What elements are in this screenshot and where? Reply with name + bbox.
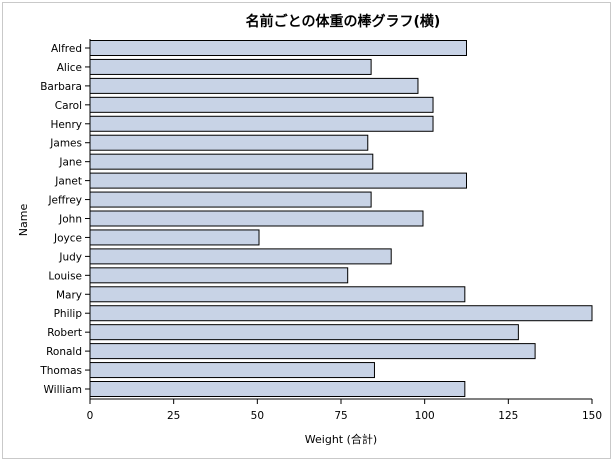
y-tick-label-mary: Mary [56, 289, 82, 301]
y-tick-label-john: John [58, 214, 82, 226]
chart-border [2, 2, 611, 459]
y-tick-label-james: James [49, 138, 82, 150]
x-tick-label-150: 150 [582, 410, 602, 422]
bar-alfred [89, 40, 467, 56]
y-tick-label-carol: Carol [55, 100, 82, 112]
x-tick-label-50: 50 [251, 410, 264, 422]
x-axis-label: Weight (合計) [305, 432, 377, 446]
bar-mary [89, 286, 466, 303]
bar-thomas [89, 362, 375, 379]
y-tick-label-louise: Louise [48, 270, 82, 282]
bar-joyce [89, 229, 260, 246]
bar-henry [89, 115, 434, 132]
y-tick-label-philip: Philip [54, 308, 83, 320]
bar-william [89, 381, 466, 397]
y-axis-label: Name [17, 204, 30, 237]
x-tick-label-0: 0 [87, 410, 94, 422]
y-tick-label-joyce: Joyce [53, 232, 82, 244]
y-tick-label-william: William [44, 384, 82, 396]
y-tick-label-alfred: Alfred [51, 43, 82, 55]
x-tick-label-125: 125 [498, 410, 518, 422]
bar-philip [89, 305, 593, 322]
y-tick-label-thomas: Thomas [39, 365, 82, 377]
y-tick-label-henry: Henry [50, 119, 82, 131]
bar-carol [89, 96, 434, 113]
x-tick-label-25: 25 [167, 410, 180, 422]
chart-title: 名前ごとの体重の棒グラフ(横) [246, 13, 441, 30]
bar-judy [89, 248, 392, 265]
bars-layer [89, 40, 593, 397]
bar-barbara [89, 77, 419, 94]
bar-jane [89, 153, 374, 170]
bar-alice [89, 58, 372, 75]
y-tick-label-janet: Janet [54, 176, 82, 188]
y-tick-label-jane: Jane [58, 157, 82, 169]
bar-louise [89, 267, 349, 284]
bar-john [89, 210, 424, 227]
y-tick-label-judy: Judy [58, 251, 82, 263]
y-tick-label-robert: Robert [47, 327, 82, 339]
axes-layer: Alfred Alice Barbara Carol Henry James Jane Jan… [39, 39, 602, 422]
bar-jeffrey [89, 191, 372, 208]
y-tick-label-ronald: Ronald [46, 346, 82, 358]
y-tick-label-jeffrey: Jeffrey [47, 195, 82, 207]
bar-ronald [89, 343, 536, 360]
y-tick-label-barbara: Barbara [40, 81, 82, 93]
bar-janet [89, 172, 467, 189]
bar-james [89, 134, 369, 151]
y-tick-label-alice: Alice [57, 62, 82, 74]
x-tick-label-75: 75 [334, 410, 347, 422]
bar-robert [89, 324, 519, 341]
x-tick-label-100: 100 [415, 410, 435, 422]
